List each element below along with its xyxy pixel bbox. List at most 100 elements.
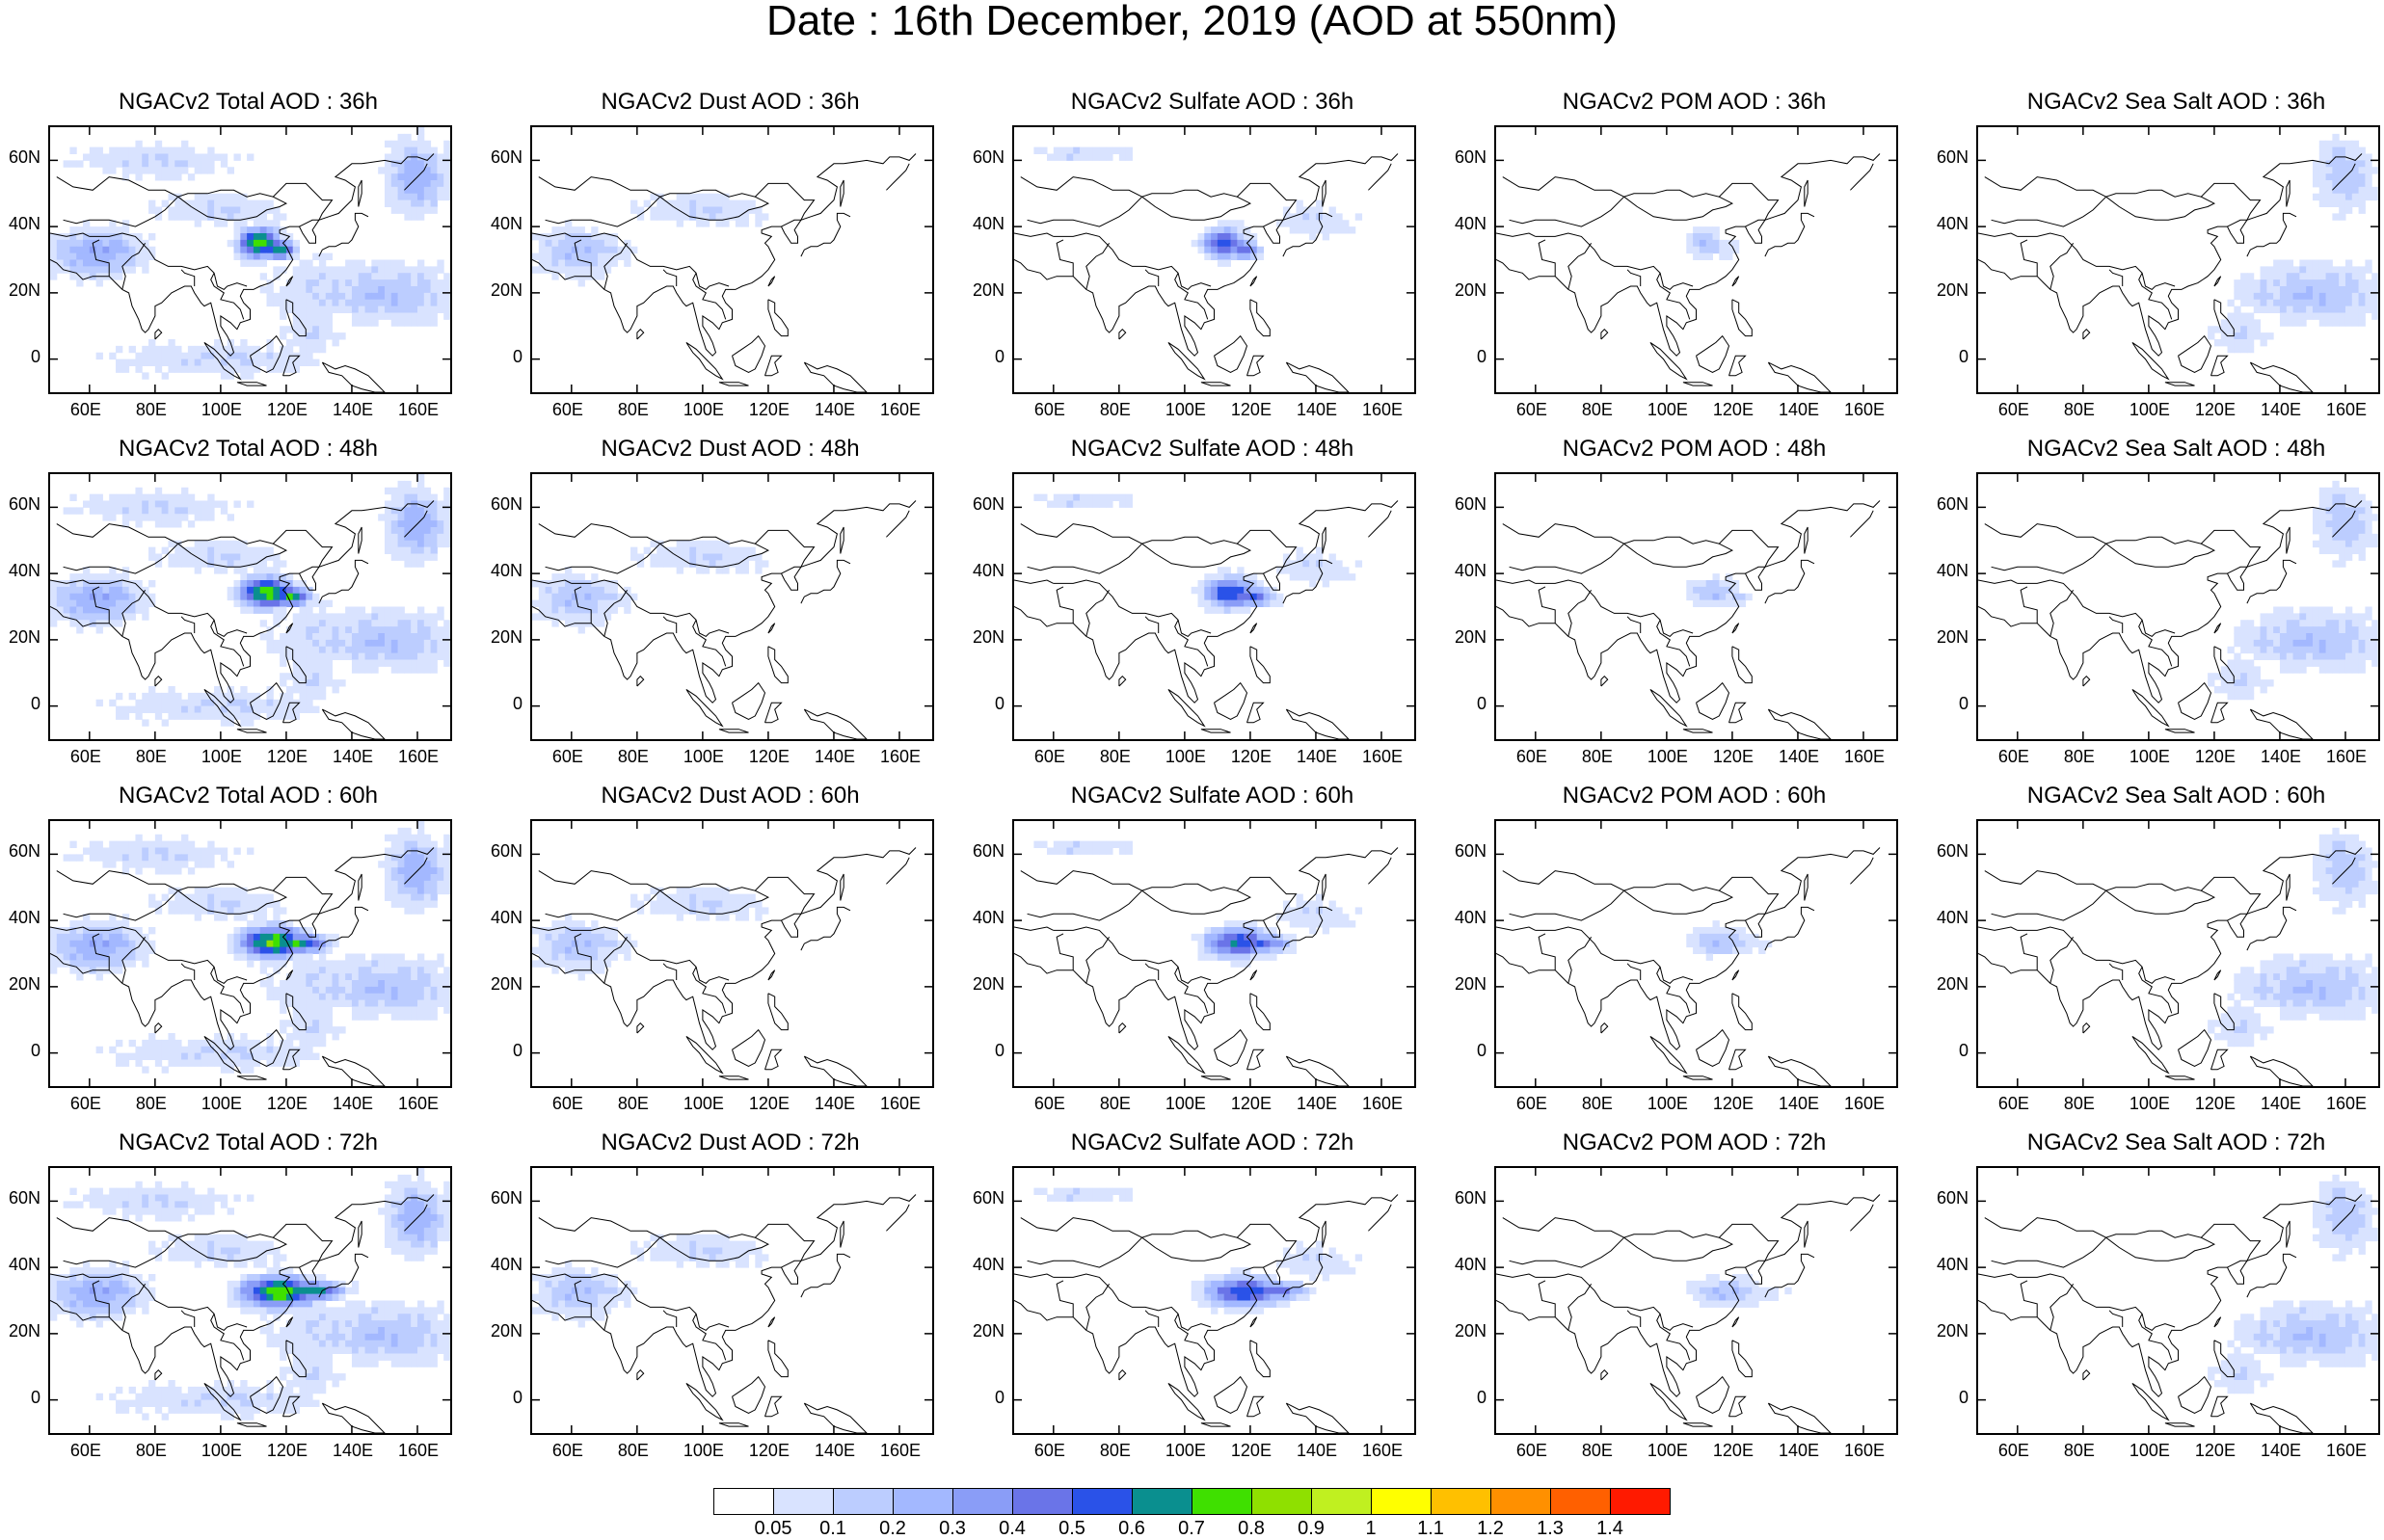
aod-cell xyxy=(1054,841,1060,848)
aod-cell xyxy=(2371,660,2378,667)
aod-cell xyxy=(683,194,689,200)
aod-cell xyxy=(385,266,391,273)
aod-cell xyxy=(319,626,326,633)
y-tick-label: 0 xyxy=(1452,347,1487,367)
aod-cell xyxy=(293,994,300,1000)
x-tick-label: 100E xyxy=(2130,400,2170,420)
aod-cell xyxy=(443,141,450,147)
aod-cell xyxy=(398,881,405,888)
aod-cell xyxy=(267,994,274,1000)
aod-cell xyxy=(1329,213,1336,220)
aod-cell xyxy=(584,594,591,600)
aod-cell xyxy=(411,660,417,667)
aod-cell xyxy=(2339,147,2345,154)
aod-cell xyxy=(2234,313,2240,320)
aod-cell xyxy=(1218,253,1224,260)
aod-cell xyxy=(2240,300,2247,306)
aod-cell xyxy=(267,600,274,607)
aod-cell xyxy=(404,987,411,994)
aod-cell xyxy=(2371,653,2378,660)
aod-cell xyxy=(260,927,267,934)
aod-cell xyxy=(326,633,333,640)
aod-cell xyxy=(1106,154,1112,161)
aod-cell xyxy=(326,947,333,954)
aod-cell xyxy=(83,607,90,614)
coastline xyxy=(1601,330,1608,339)
aod-cell xyxy=(286,713,293,720)
aod-cell xyxy=(2332,147,2339,154)
aod-cell xyxy=(424,987,431,994)
aod-shading xyxy=(532,888,768,981)
aod-cell xyxy=(437,266,443,273)
aod-cell xyxy=(254,894,260,901)
aod-cell xyxy=(715,894,722,901)
aod-cell xyxy=(168,507,174,514)
coastline xyxy=(1650,1036,1686,1073)
aod-cell xyxy=(572,941,578,947)
aod-cell xyxy=(148,359,155,366)
aod-cell xyxy=(2326,867,2333,874)
aod-cell xyxy=(437,173,443,180)
aod-cell xyxy=(1706,934,1713,941)
aod-cell xyxy=(385,541,391,547)
aod-cell xyxy=(326,679,333,686)
y-tick-label: 20N xyxy=(970,974,1004,995)
aod-cell xyxy=(83,501,90,508)
aod-cell xyxy=(365,613,372,620)
aod-cell xyxy=(135,954,142,961)
aod-cell xyxy=(306,326,312,332)
aod-cell xyxy=(300,960,307,967)
aod-cell xyxy=(2261,640,2267,647)
aod-cell xyxy=(2352,286,2359,293)
aod-cell xyxy=(391,1000,398,1007)
aod-cell xyxy=(333,941,339,947)
country-border xyxy=(1057,587,1073,624)
aod-cell xyxy=(417,481,424,488)
aod-cell xyxy=(247,560,254,567)
aod-cell xyxy=(57,247,64,253)
aod-cell xyxy=(417,821,424,828)
coastline xyxy=(1323,527,1326,554)
aod-cell xyxy=(240,339,247,346)
aod-cell xyxy=(2313,527,2319,534)
aod-cell xyxy=(116,920,122,927)
aod-cell xyxy=(109,960,116,967)
coastline xyxy=(155,330,162,339)
coastline xyxy=(1601,677,1608,686)
aod-cell xyxy=(424,881,431,888)
aod-cell xyxy=(83,947,90,954)
aod-cell xyxy=(293,279,300,286)
aod-cell xyxy=(1309,213,1316,220)
x-tick-label: 80E xyxy=(2064,747,2095,767)
aod-cell xyxy=(233,547,240,554)
aod-cell xyxy=(722,554,729,561)
aod-cell xyxy=(142,941,148,947)
aod-cell xyxy=(417,987,424,994)
aod-cell xyxy=(663,907,670,914)
aod-cell xyxy=(352,620,359,626)
aod-cell xyxy=(411,666,417,673)
coastline xyxy=(804,709,867,739)
aod-cell xyxy=(83,240,90,247)
aod-cell xyxy=(2273,306,2280,313)
aod-cell xyxy=(404,494,411,501)
aod-cell xyxy=(539,600,546,607)
aod-cell xyxy=(254,233,260,240)
aod-cell xyxy=(391,888,398,894)
aod-cell xyxy=(578,626,585,633)
aod-cell xyxy=(2339,653,2345,660)
aod-cell xyxy=(431,894,438,901)
aod-cell xyxy=(391,547,398,554)
aod-cell xyxy=(2299,273,2306,279)
aod-cell xyxy=(90,266,96,273)
aod-cell xyxy=(83,573,90,580)
aod-cell xyxy=(624,253,630,260)
aod-cell xyxy=(135,1047,142,1053)
aod-cell xyxy=(411,901,417,908)
aod-cell xyxy=(50,600,57,607)
aod-cell xyxy=(306,1007,312,1014)
aod-cell xyxy=(195,861,201,867)
aod-cell xyxy=(1237,573,1244,580)
aod-cell xyxy=(359,1007,365,1014)
aod-cell xyxy=(50,247,57,253)
